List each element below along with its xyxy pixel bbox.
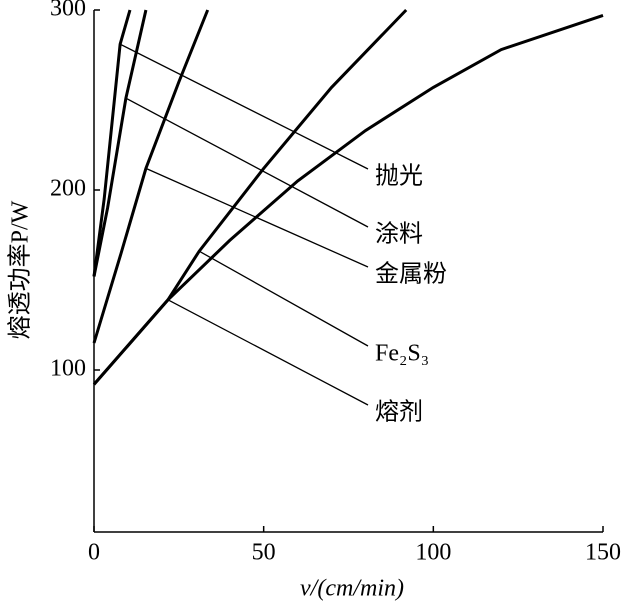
leader-line (198, 250, 369, 347)
x-tick-label: 100 (415, 540, 451, 566)
leader-line (125, 97, 369, 228)
series-label: Fe₂S₃ (375, 341, 429, 367)
y-tick-label: 100 (50, 356, 86, 382)
y-tick-label: 300 (50, 0, 86, 22)
x-tick-label: 50 (252, 540, 276, 566)
x-tick-label: 0 (88, 540, 100, 566)
series-line (92, 9, 148, 277)
series-label: 抛光 (375, 163, 423, 190)
y-tick-label: 200 (50, 176, 86, 202)
series-label: 涂料 (375, 221, 423, 248)
series-line (92, 9, 132, 277)
series-line (92, 8, 408, 386)
y-axis-label: 熔透功率P/W (7, 200, 34, 339)
x-axis-label: v/(cm/min) (300, 576, 404, 602)
series-label: 熔剂 (375, 399, 423, 426)
series-label: 金属粉 (375, 261, 447, 288)
leader-line (167, 299, 369, 406)
x-tick-label: 150 (585, 540, 621, 566)
series-line (92, 13, 604, 386)
leader-line (119, 43, 369, 170)
